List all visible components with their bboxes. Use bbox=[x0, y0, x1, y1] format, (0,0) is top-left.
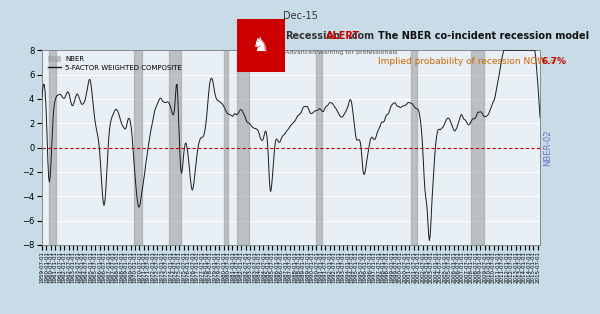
Legend: NBER, 5-FACTOR WEIGHTED COMPOSITE: NBER, 5-FACTOR WEIGHTED COMPOSITE bbox=[46, 54, 184, 73]
Bar bbox=[224, 50, 228, 245]
Bar bbox=[237, 50, 248, 245]
Bar bbox=[169, 50, 181, 245]
Bar bbox=[49, 50, 56, 245]
Bar bbox=[470, 50, 484, 245]
Bar bbox=[316, 50, 322, 245]
Text: Dec-15: Dec-15 bbox=[283, 11, 317, 21]
Bar bbox=[411, 50, 417, 245]
Text: Recession: Recession bbox=[285, 31, 340, 41]
Text: Advanced warning for professionals: Advanced warning for professionals bbox=[285, 50, 397, 55]
Bar bbox=[134, 50, 142, 245]
Text: The NBER co-incident recession model: The NBER co-incident recession model bbox=[378, 31, 589, 41]
Text: 6.7%: 6.7% bbox=[541, 57, 566, 66]
Text: ♞: ♞ bbox=[252, 36, 270, 55]
Text: ALERT: ALERT bbox=[326, 31, 360, 41]
Y-axis label: NBER-02: NBER-02 bbox=[543, 129, 552, 166]
Text: .com: .com bbox=[348, 31, 374, 41]
Text: Implied probability of recession NOW =: Implied probability of recession NOW = bbox=[378, 57, 562, 66]
